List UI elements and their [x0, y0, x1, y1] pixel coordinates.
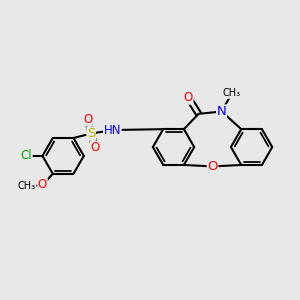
Text: O: O — [83, 113, 92, 126]
Text: O: O — [184, 91, 193, 104]
Text: O: O — [38, 178, 47, 191]
Text: O: O — [90, 141, 99, 154]
Text: CH₃: CH₃ — [18, 182, 36, 191]
Text: O: O — [207, 160, 218, 173]
Text: Cl: Cl — [20, 149, 32, 162]
Text: HN: HN — [103, 124, 121, 136]
Text: N: N — [217, 105, 226, 118]
Text: CH₃: CH₃ — [223, 88, 241, 98]
Text: S: S — [87, 127, 95, 140]
